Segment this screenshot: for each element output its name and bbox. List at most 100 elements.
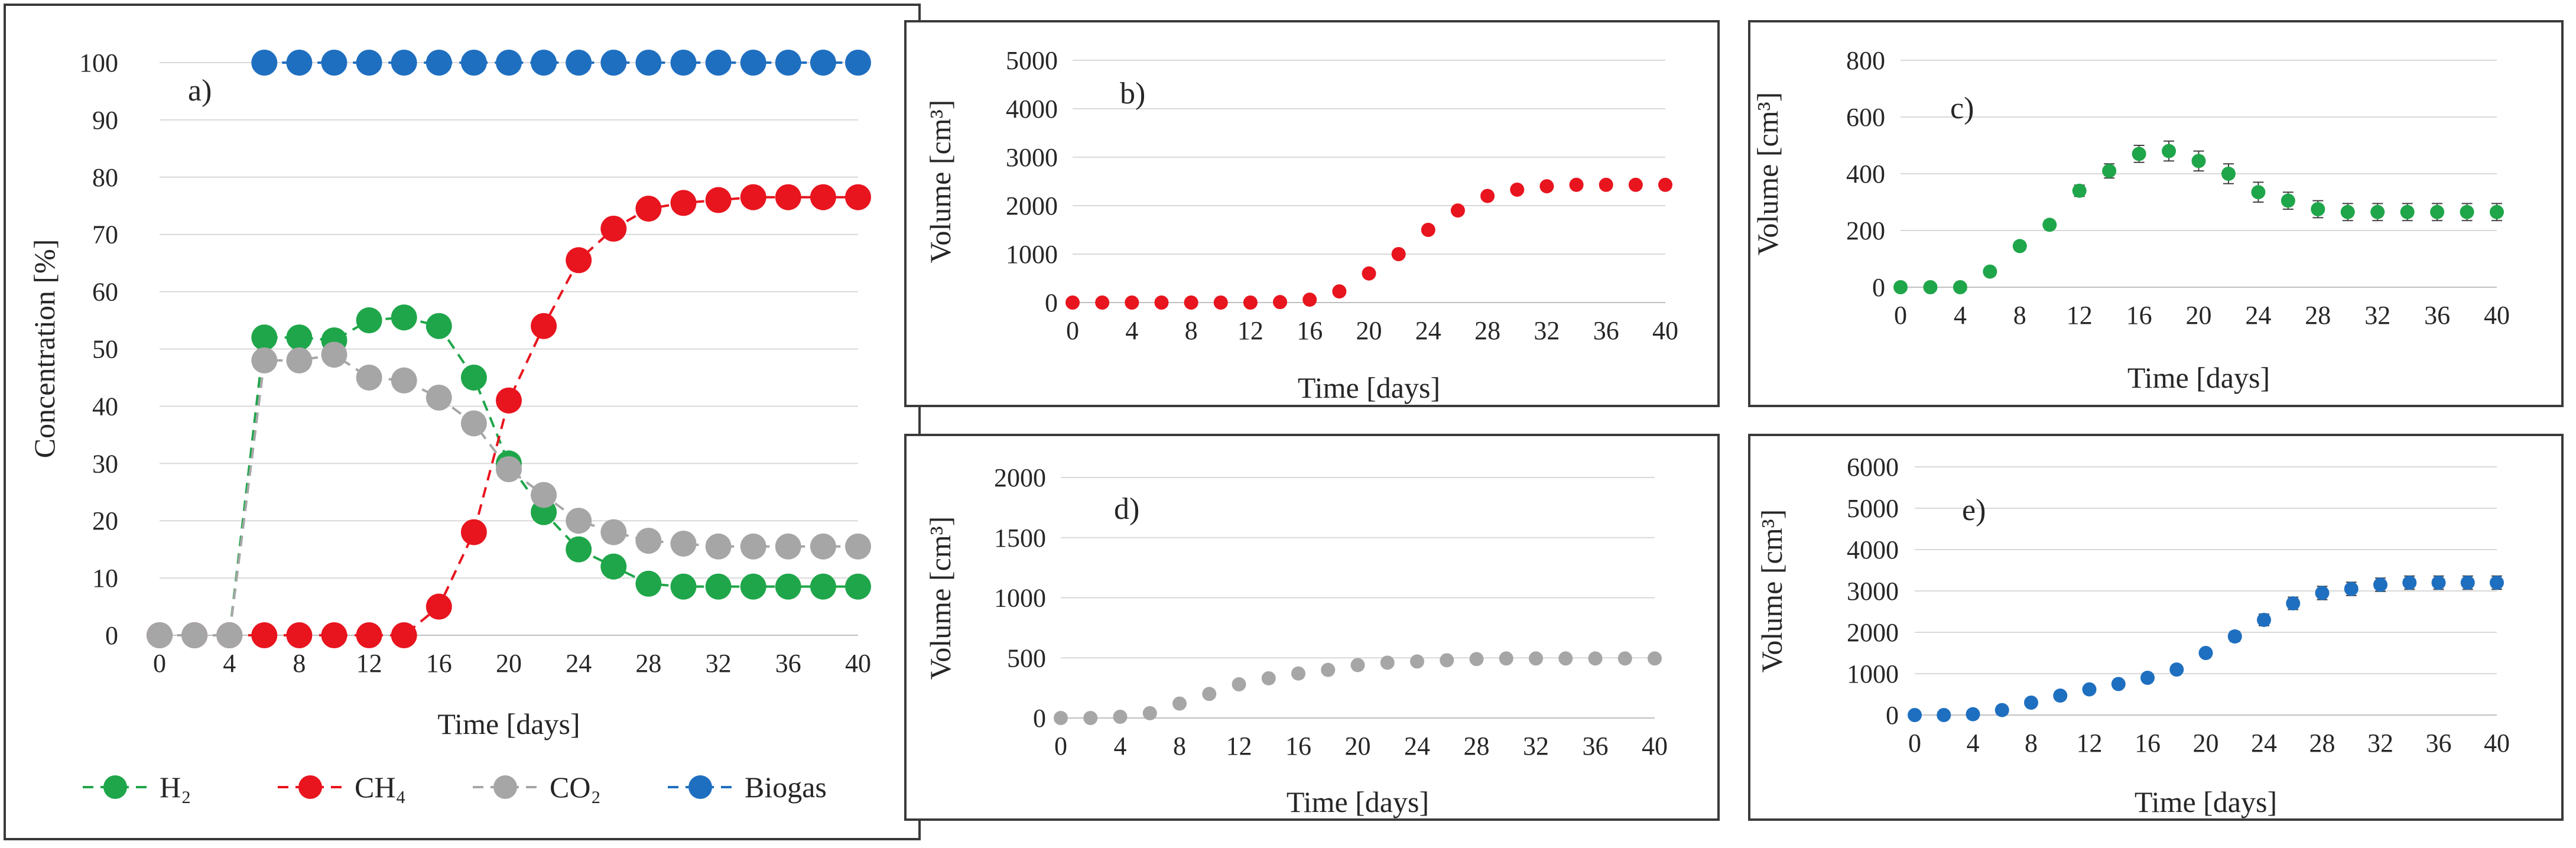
data-point-biogas — [356, 50, 382, 76]
data-point-co — [391, 367, 417, 394]
x-tick-label: 24 — [2251, 729, 2277, 758]
data-point — [1953, 280, 1967, 294]
legend-label-h: H₂ — [160, 771, 191, 804]
data-point — [2340, 204, 2355, 219]
data-point — [1054, 711, 1068, 725]
data-point-co — [670, 530, 697, 557]
y-tick-label: 0 — [1033, 704, 1046, 733]
y-tick-label: 2000 — [1847, 618, 1899, 647]
data-point-h — [286, 324, 313, 351]
data-point — [2431, 576, 2446, 590]
data-point-biogas — [425, 50, 452, 76]
x-tick-label: 12 — [1226, 732, 1252, 761]
data-point — [2132, 147, 2146, 161]
data-point-h — [460, 364, 487, 391]
data-point — [1125, 295, 1139, 310]
data-point-co — [775, 533, 801, 560]
data-point — [2402, 576, 2417, 590]
panel-b-frame — [904, 20, 1720, 407]
y-tick-label: 1500 — [994, 524, 1046, 553]
x-tick-label: 40 — [2484, 301, 2510, 330]
data-point — [1213, 295, 1228, 310]
data-point-biogas — [391, 50, 417, 76]
data-point-ch — [810, 184, 836, 210]
data-point-biogas — [845, 50, 871, 76]
chart-e: 0 1000 2000 3000 4000 5000 6000 0 4 8 12 16 20 24 28 32… — [1755, 453, 2510, 818]
data-point — [2162, 144, 2177, 158]
data-point — [1588, 651, 1603, 666]
data-point-h — [356, 307, 382, 334]
data-point-co — [635, 528, 662, 554]
x-tick-label: 28 — [1474, 316, 1500, 345]
data-point-h — [251, 324, 278, 351]
data-point — [1321, 662, 1336, 677]
data-point — [2198, 646, 2213, 660]
data-point — [1391, 247, 1406, 261]
y-tick-label: 3000 — [1847, 577, 1899, 606]
data-point — [1291, 666, 1305, 681]
data-point-biogas — [810, 50, 836, 76]
data-point — [2053, 688, 2068, 703]
data-point — [1558, 651, 1573, 666]
data-point-biogas — [670, 50, 697, 76]
y-tick-label: 60 — [92, 278, 118, 307]
data-point — [2490, 204, 2504, 219]
legend-marker-h — [103, 775, 127, 799]
chart-d: 0 500 1000 1500 2000 0 4 8 12 16 20 24 28 32 36 40 Time … — [924, 463, 1668, 818]
data-point-biogas — [600, 50, 627, 76]
x-tick-label: 8 — [293, 649, 306, 678]
x-tick-label: 36 — [1583, 732, 1609, 761]
data-point — [2311, 202, 2325, 216]
data-point — [1273, 295, 1288, 310]
y-axis-title: Concentration [%] — [28, 239, 61, 459]
data-point — [2400, 204, 2415, 219]
data-point — [1350, 658, 1365, 672]
panel-d-frame — [904, 434, 1720, 821]
data-point — [2082, 682, 2097, 697]
x-tick-label: 4 — [223, 649, 236, 678]
chart-c: 0 200 400 600 800 0 4 8 12 16 20 24 28 32 36 40 Time [da… — [1751, 46, 2510, 394]
x-tick-label: 16 — [1285, 732, 1311, 761]
panel-label: c) — [1950, 92, 1974, 125]
legend-label-co: CO₂ — [550, 771, 601, 804]
data-point — [1232, 677, 1246, 692]
data-point-biogas — [740, 50, 766, 76]
data-point-ch — [321, 622, 347, 648]
data-point-ch — [600, 216, 627, 242]
data-point — [1480, 189, 1495, 203]
x-tick-label: 12 — [1237, 316, 1263, 345]
panel-label: e) — [1962, 493, 1986, 527]
x-axis-title: Time [days] — [1298, 371, 1440, 404]
data-point-co — [181, 622, 208, 648]
x-tick-label: 40 — [845, 649, 871, 678]
x-tick-label: 0 — [1054, 732, 1067, 761]
y-tick-label: 0 — [1872, 273, 1885, 302]
data-point — [1648, 651, 1662, 666]
y-tick-label: 30 — [92, 449, 118, 478]
data-point-co — [425, 384, 452, 411]
data-point-co — [460, 410, 487, 437]
data-point-biogas — [496, 50, 522, 76]
x-tick-label: 12 — [356, 649, 382, 678]
y-tick-label: 2000 — [994, 463, 1046, 492]
x-tick-label: 8 — [2013, 301, 2026, 330]
x-tick-label: 40 — [1642, 732, 1668, 761]
y-tick-label: 70 — [92, 220, 118, 249]
legend-marker-co — [493, 775, 517, 799]
data-point — [1184, 295, 1198, 310]
data-point — [1066, 295, 1080, 310]
x-tick-label: 4 — [1967, 729, 1980, 758]
x-tick-label: 28 — [2305, 301, 2331, 330]
y-tick-label: 5000 — [1847, 494, 1899, 523]
legend-marker-biogas — [688, 775, 712, 799]
y-tick-label: 3000 — [1006, 143, 1058, 172]
data-point-co — [845, 533, 871, 560]
data-point — [1529, 651, 1543, 666]
data-point — [1617, 651, 1632, 666]
data-point-biogas — [635, 50, 662, 76]
y-tick-label: 500 — [1007, 644, 1046, 672]
data-point — [2072, 183, 2087, 198]
data-point-ch — [705, 187, 732, 213]
data-point-biogas — [321, 50, 347, 76]
